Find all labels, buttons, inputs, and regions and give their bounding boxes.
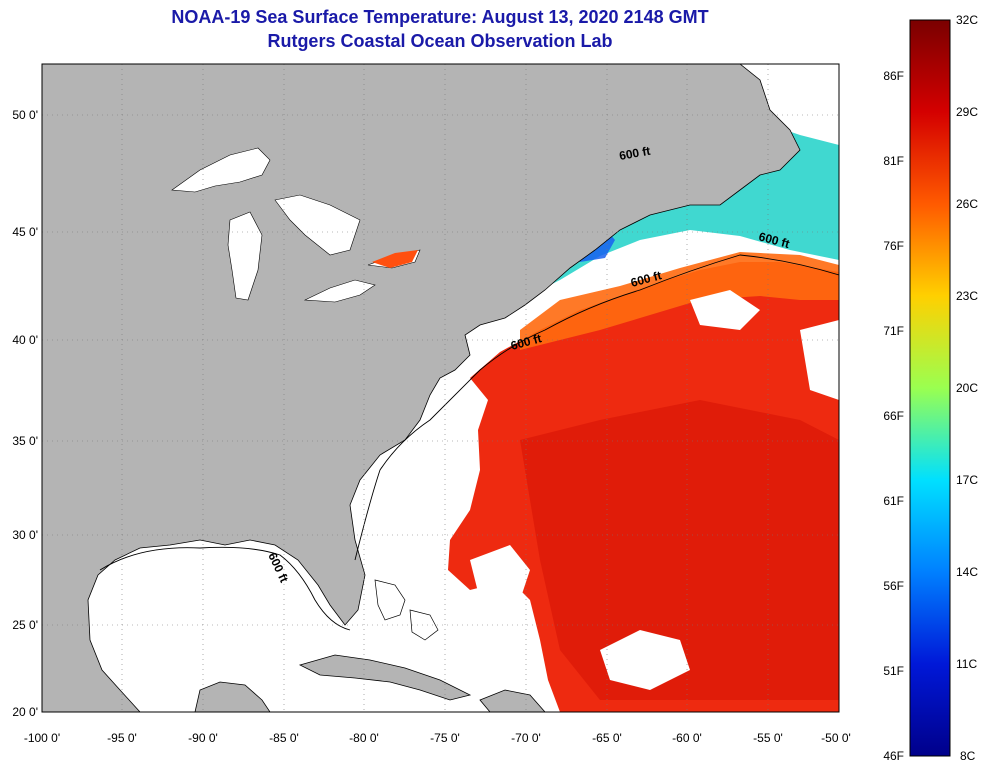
lon-tick-label: -90 0' [188, 731, 218, 745]
cloud-patch [800, 320, 839, 400]
hispaniola-land [479, 689, 546, 712]
lat-tick-label: 45 0' [12, 225, 38, 239]
fahrenheit-label: 56F [883, 579, 904, 593]
lon-tick-label: -65 0' [592, 731, 622, 745]
map-subtitle: Rutgers Coastal Ocean Observation Lab [267, 31, 613, 51]
sst-hot-patch [520, 400, 839, 700]
fahrenheit-label: 86F [883, 69, 904, 83]
depth-contour-600ft [99, 546, 351, 631]
celsius-label: 17C [956, 473, 978, 487]
lon-tick-label: -80 0' [349, 731, 379, 745]
colorbar [909, 19, 951, 757]
celsius-label: 8C [960, 749, 976, 763]
celsius-label: 20C [956, 381, 978, 395]
celsius-label: 32C [956, 13, 978, 27]
lat-tick-label: 35 0' [12, 434, 38, 448]
celsius-label: 11C [956, 657, 977, 671]
latitude-axis: 50 0' 45 0' 40 0' 35 0' 30 0' 25 0' 20 0… [12, 108, 38, 719]
contour-label: 600 ft [618, 144, 651, 163]
lat-tick-label: 50 0' [12, 108, 38, 122]
colorbar-fahrenheit-labels: 86F 81F 76F 71F 66F 61F 56F 51F 46F [883, 69, 904, 763]
fahrenheit-label: 76F [883, 239, 904, 253]
longitude-axis: -100 0' -95 0' -90 0' -85 0' -80 0' -75 … [24, 731, 851, 745]
graticule [42, 64, 839, 712]
fahrenheit-label: 66F [883, 409, 904, 423]
lake-michigan-huron [227, 194, 361, 301]
lake-superior [171, 147, 271, 193]
lon-tick-label: -55 0' [753, 731, 783, 745]
yucatan-land [194, 681, 271, 712]
cloud-patch [600, 630, 690, 690]
colorbar-celsius-labels: 32C 29C 26C 23C 20C 17C 14C 11C 8C [956, 13, 978, 763]
celsius-label: 23C [956, 289, 978, 303]
fahrenheit-label: 51F [883, 664, 904, 678]
map-frame [41, 63, 840, 713]
cloud-patch [690, 290, 760, 330]
lon-tick-label: -100 0' [24, 731, 60, 745]
lon-tick-label: -85 0' [269, 731, 299, 745]
lon-tick-label: -50 0' [821, 731, 851, 745]
depth-contour-600ft-shelf [354, 254, 839, 561]
bahamas-outline [374, 579, 439, 641]
lon-tick-label: -70 0' [511, 731, 541, 745]
celsius-label: 26C [956, 197, 978, 211]
fahrenheit-label: 81F [883, 154, 904, 168]
fahrenheit-label: 61F [883, 494, 904, 508]
celsius-label: 14C [956, 565, 978, 579]
lat-tick-label: 40 0' [12, 333, 38, 347]
map-title: NOAA-19 Sea Surface Temperature: August … [171, 7, 709, 27]
celsius-label: 29C [956, 105, 978, 119]
lon-tick-label: -60 0' [672, 731, 702, 745]
fahrenheit-label: 46F [883, 749, 904, 763]
lat-tick-label: 20 0' [12, 705, 38, 719]
lat-tick-label: 25 0' [12, 618, 38, 632]
cloud-patch [470, 545, 530, 600]
fahrenheit-label: 71F [883, 324, 904, 338]
lon-tick-label: -75 0' [430, 731, 460, 745]
sst-shelf-transition [520, 252, 839, 350]
lat-tick-label: 30 0' [12, 528, 38, 542]
lake-ontario-warm [372, 250, 418, 268]
lon-tick-label: -95 0' [107, 731, 137, 745]
